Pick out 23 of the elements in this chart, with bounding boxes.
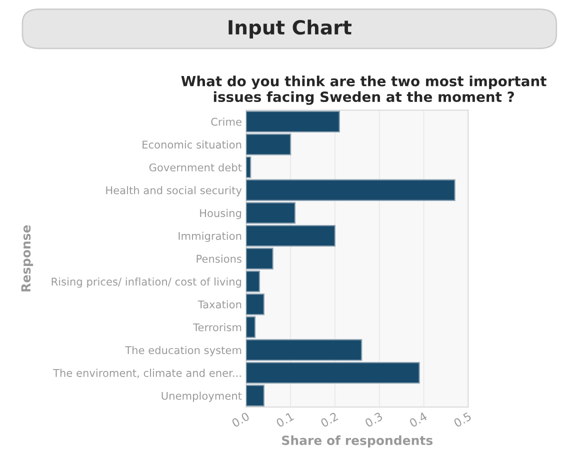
x-tick-label: 0.4 xyxy=(408,412,428,428)
y-tick-label: Unemployment xyxy=(162,392,242,402)
x-tick-label: 0.5 xyxy=(453,412,472,428)
chart-title: What do you think are the two most important issues facing Sweden at the moment ? xyxy=(181,76,546,105)
x-tick-label: 0.0 xyxy=(231,412,250,428)
y-tick-label: Health and social security xyxy=(106,186,242,196)
y-tick-label: Economic situation xyxy=(142,140,242,149)
y-tick-label: Terrorism xyxy=(193,323,242,332)
y-tick-label: Government debt xyxy=(149,163,242,172)
y-tick-label: Taxation xyxy=(198,300,242,308)
y-tick-label: Rising prices/ inflation/ cost of living xyxy=(52,277,242,288)
y-tick-label: Immigration xyxy=(178,232,242,242)
y-axis-title: Response xyxy=(21,225,34,292)
y-tick-label: Crime xyxy=(211,118,242,126)
y-tick-label: The enviroment, climate and ener... xyxy=(52,368,241,378)
y-tick-label: The education system xyxy=(125,346,242,356)
x-tick-label: 0.3 xyxy=(364,412,383,428)
y-tick-label: Pensions xyxy=(196,254,242,263)
x-tick-label: 0.2 xyxy=(320,412,338,428)
x-tick-label: 0.1 xyxy=(276,412,294,428)
text: Input Chart xyxy=(228,20,352,38)
x-axis-title: Share of respondents xyxy=(282,435,433,448)
y-tick-label: Housing xyxy=(200,208,242,220)
